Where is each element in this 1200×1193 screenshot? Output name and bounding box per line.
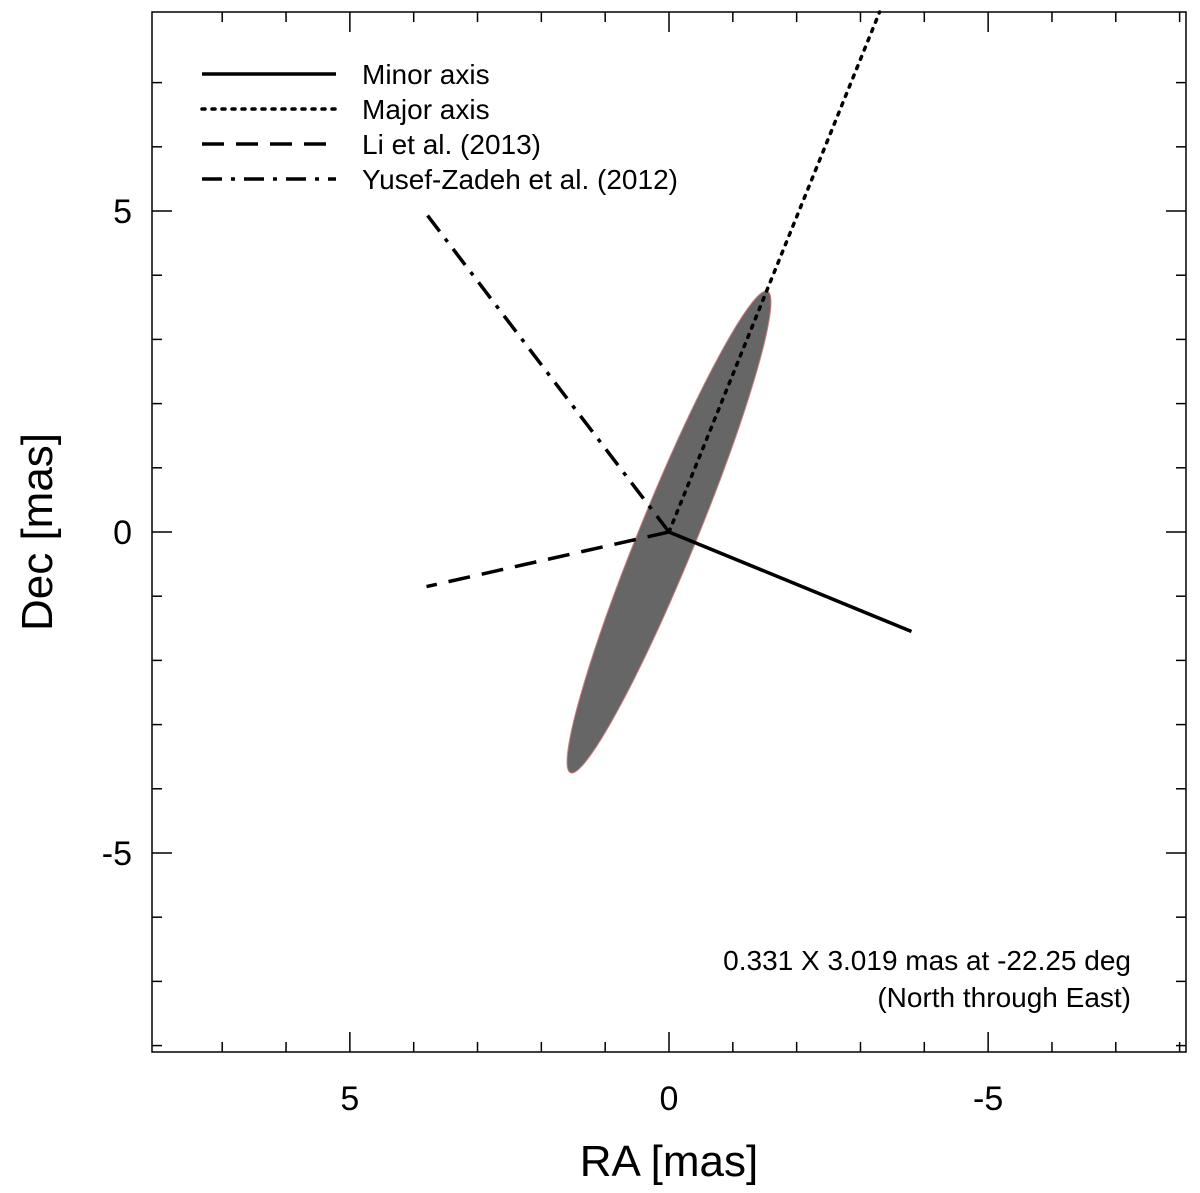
legend-label: Major axis — [362, 94, 490, 125]
axis-ticks — [152, 12, 1186, 1052]
series-line-dashdot — [425, 213, 671, 534]
legend-label: Li et al. (2013) — [362, 129, 541, 160]
y-tick-label: 0 — [113, 514, 132, 552]
x-tick-label: 0 — [660, 1080, 679, 1118]
series-line-dotted — [667, 10, 882, 534]
y-axis-title: Dec [mas] — [13, 433, 62, 631]
y-tick-label: -5 — [102, 835, 132, 873]
legend: Minor axis Major axis Li et al. (2013) Yuse… — [200, 59, 678, 195]
series-line-solid — [668, 530, 913, 634]
legend-label: Yusef-Zadeh et al. (2012) — [362, 164, 678, 195]
tick-labels: 5 0 -5 5 0 -5 — [102, 193, 1003, 1118]
ellipse-size-annotation: 0.331 X 3.019 mas at -22.25 deg — [723, 945, 1131, 976]
x-tick-label: 5 — [340, 1080, 359, 1118]
plot-area — [425, 10, 913, 774]
y-tick-label: 5 — [113, 193, 132, 231]
x-tick-label: -5 — [973, 1080, 1003, 1118]
series-line-dashed — [426, 530, 670, 589]
x-axis-title: RA [mas] — [580, 1137, 759, 1186]
angle-convention-annotation: (North through East) — [877, 982, 1131, 1013]
legend-label: Minor axis — [362, 59, 490, 90]
